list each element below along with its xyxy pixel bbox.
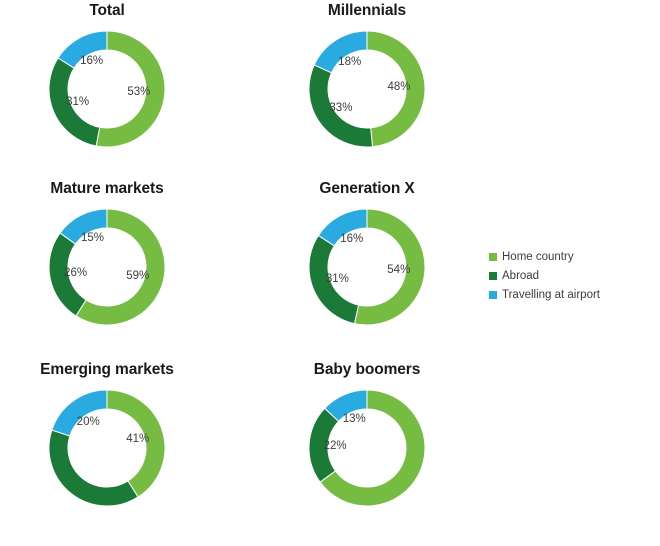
donut-chart-2: Millennials 48% 33% 18%	[237, 2, 497, 187]
legend-label: Abroad	[502, 269, 540, 282]
donut-ring: 54% 31% 16%	[302, 202, 432, 332]
chart-legend: Home country Abroad Travelling at airport	[489, 248, 657, 305]
donut-chart-4: Generation X 54% 31% 16%	[237, 180, 497, 365]
segment-percentage-label: 31%	[66, 95, 90, 108]
donut-chart-6: Baby boomers 22% 13%	[237, 361, 497, 546]
donut-svg	[308, 30, 426, 148]
donut-segment	[353, 208, 426, 326]
donut-segment	[51, 389, 108, 437]
segment-percentage-label: 48%	[387, 81, 411, 94]
donut-svg	[48, 30, 166, 148]
legend-swatch-icon	[489, 252, 497, 261]
segment-percentage-label: 22%	[323, 439, 347, 452]
legend-swatch-icon	[489, 290, 497, 299]
segment-percentage-label: 59%	[126, 269, 150, 282]
donut-chart-1: Total 53% 31% 16%	[0, 2, 237, 187]
segment-percentage-label: 53%	[127, 86, 151, 98]
donut-svg	[48, 208, 166, 326]
chart-title: Baby boomers	[313, 361, 421, 378]
donut-svg	[48, 389, 166, 507]
donut-segment	[317, 208, 368, 247]
segment-percentage-label: 20%	[76, 416, 100, 429]
legend-label: Travelling at airport	[502, 288, 601, 301]
segment-percentage-label: 41%	[126, 433, 150, 446]
donut-chart-grid: Total 53% 31% 16% Millennials 48% 33% 18% Mature…	[0, 2, 497, 507]
segment-percentage-label: 26%	[64, 266, 88, 279]
donut-segment	[324, 389, 368, 423]
donut-ring: 59% 26% 15%	[42, 202, 172, 332]
chart-title: Mature markets	[50, 180, 164, 197]
donut-segment	[57, 30, 108, 69]
segment-percentage-label: 54%	[387, 264, 411, 277]
donut-segment	[75, 208, 166, 326]
segment-percentage-label: 33%	[329, 101, 353, 114]
legend-item-travelling_at_airport: Travelling at airport	[489, 286, 657, 303]
donut-segment	[48, 429, 139, 507]
segment-percentage-label: 16%	[340, 232, 364, 245]
donut-svg	[308, 208, 426, 326]
chart-title: Emerging markets	[40, 361, 174, 378]
donut-ring: 53% 31% 16%	[42, 24, 172, 154]
donut-ring: 22% 13%	[302, 383, 432, 513]
donut-ring: 41% 20%	[42, 383, 172, 513]
donut-chart-3: Mature markets 59% 26% 15%	[0, 180, 237, 365]
legend-swatch-icon	[489, 271, 497, 280]
chart-title: Millennials	[327, 2, 407, 19]
donut-chart-5: Emerging markets 41% 20%	[0, 361, 237, 546]
donut-segment	[366, 30, 426, 148]
segment-percentage-label: 16%	[80, 54, 104, 67]
segment-percentage-label: 15%	[80, 232, 104, 245]
legend-item-home_country: Home country	[489, 248, 657, 265]
legend-item-abroad: Abroad	[489, 267, 657, 284]
donut-ring: 48% 33% 18%	[302, 24, 432, 154]
donut-segment	[95, 30, 166, 148]
donut-svg	[308, 389, 426, 507]
segment-percentage-label: 13%	[342, 412, 366, 425]
donut-segment	[313, 30, 368, 74]
segment-percentage-label: 18%	[338, 56, 362, 69]
legend-label: Home country	[502, 250, 574, 263]
segment-percentage-label: 31%	[325, 273, 349, 286]
chart-title: Generation X	[319, 180, 415, 197]
chart-title: Total	[89, 2, 125, 19]
donut-segment	[59, 208, 108, 245]
